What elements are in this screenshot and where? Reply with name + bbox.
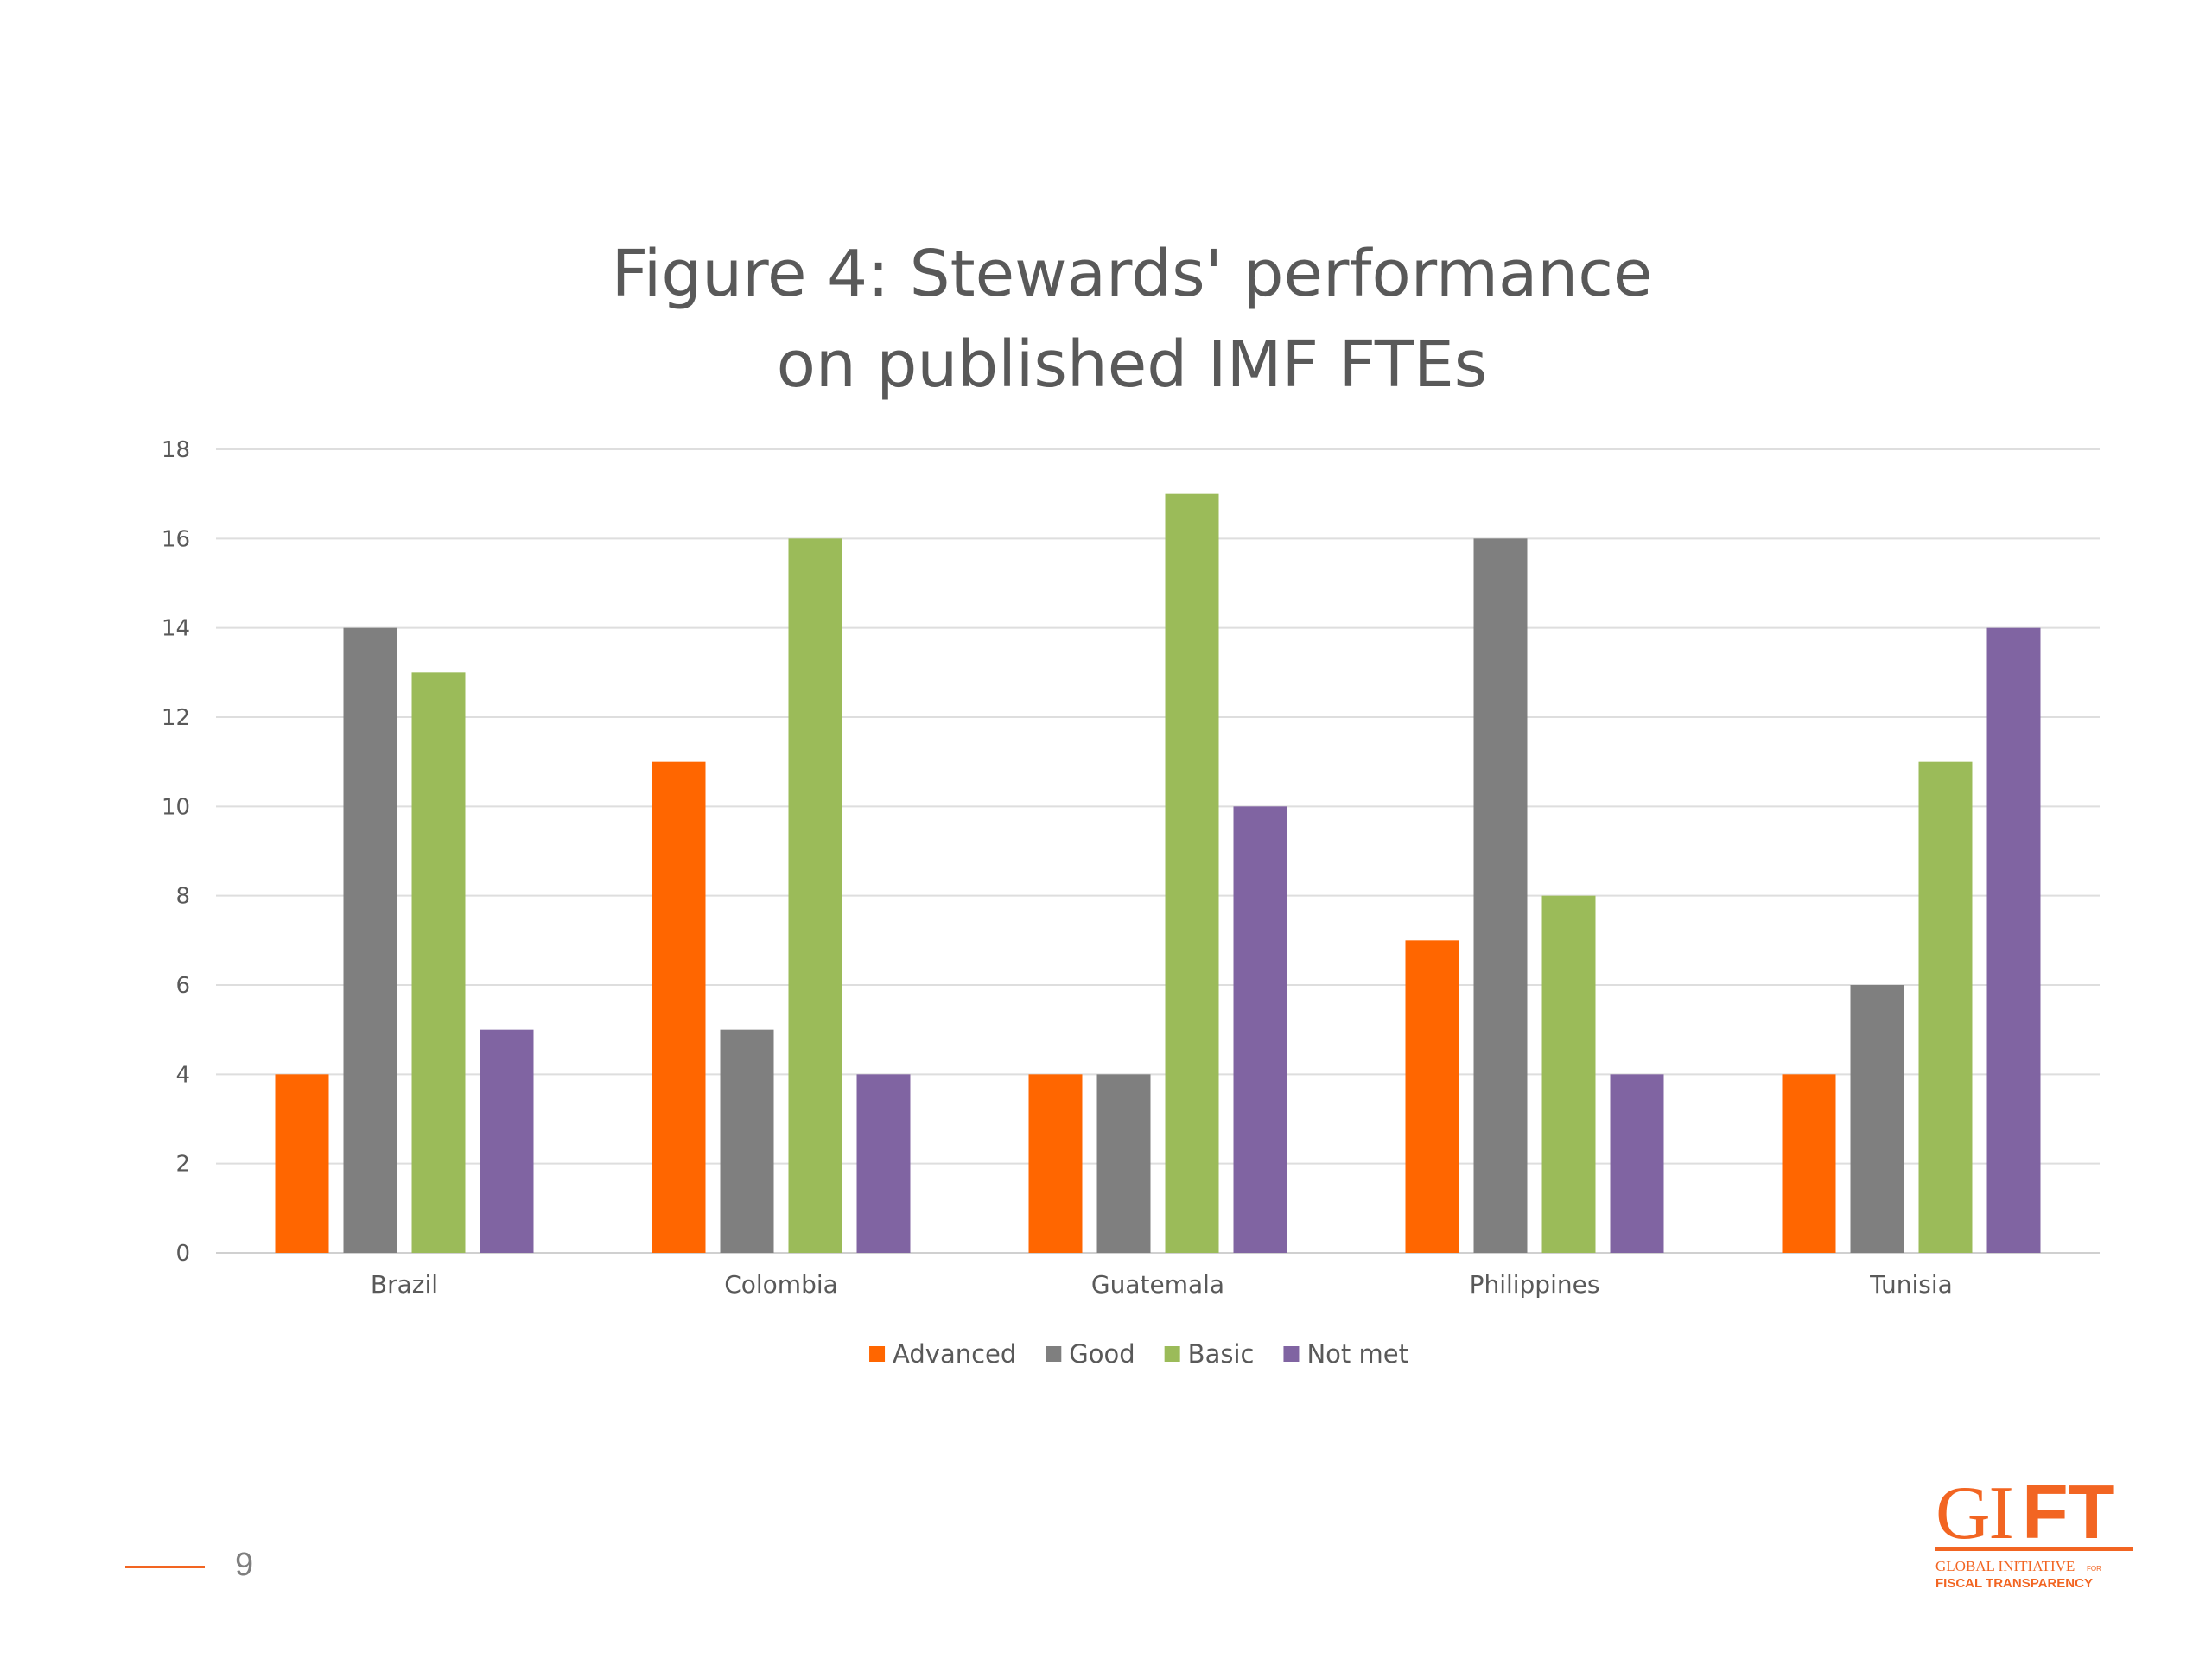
- y-axis-ticks: 0 2 4 6 8 10 12 14 16 18: [162, 437, 190, 1267]
- legend-item-not-met: Not met: [1283, 1339, 1408, 1369]
- bar-advanced-brazil: [275, 1074, 329, 1253]
- bar-not-met-brazil: [480, 1029, 534, 1253]
- y-tick-label: 4: [175, 1062, 190, 1088]
- legend-label: Not met: [1306, 1339, 1408, 1369]
- legend-swatch: [1046, 1346, 1062, 1362]
- page-number: 9: [235, 1547, 254, 1583]
- bar-advanced-tunisia: [1782, 1074, 1836, 1253]
- x-category-label: Guatemala: [1091, 1270, 1224, 1299]
- svg-text:FISCAL TRANSPARENCY: FISCAL TRANSPARENCY: [1936, 1576, 2093, 1591]
- legend-item-basic: Basic: [1164, 1339, 1255, 1369]
- legend-swatch: [869, 1346, 886, 1362]
- x-category-label: Colombia: [724, 1270, 838, 1299]
- x-category-label: Brazil: [371, 1270, 438, 1299]
- y-tick-label: 10: [162, 794, 190, 820]
- y-tick-label: 0: [175, 1241, 190, 1267]
- bar-not-met-guatemala: [1233, 806, 1287, 1253]
- y-tick-label: 2: [175, 1152, 190, 1178]
- bar-good-tunisia: [1850, 985, 1904, 1253]
- svg-text:FT: FT: [2022, 1469, 2115, 1554]
- gift-logo: GI FT GLOBAL INITIATIVE FOR FISCAL TRANS…: [1936, 1469, 2133, 1591]
- bar-advanced-philippines: [1405, 940, 1459, 1253]
- legend-item-advanced: Advanced: [869, 1339, 1016, 1369]
- bar-basic-colombia: [788, 538, 842, 1253]
- legend-label: Advanced: [893, 1339, 1016, 1369]
- bar-basic-brazil: [411, 672, 466, 1253]
- y-tick-label: 16: [162, 526, 190, 552]
- legend-label: Good: [1069, 1339, 1135, 1369]
- bar-good-guatemala: [1096, 1074, 1151, 1253]
- bar-basic-philippines: [1541, 895, 1596, 1253]
- bar-good-philippines: [1473, 538, 1528, 1253]
- bar-not-met-philippines: [1610, 1074, 1664, 1253]
- bar-basic-guatemala: [1165, 493, 1219, 1253]
- y-tick-label: 6: [175, 973, 190, 999]
- bar-advanced-guatemala: [1028, 1074, 1083, 1253]
- page-number-rule: [125, 1566, 205, 1568]
- bars: [275, 493, 2041, 1253]
- x-category-label: Tunisia: [1869, 1270, 1953, 1299]
- bar-not-met-colombia: [856, 1074, 911, 1253]
- legend-item-good: Good: [1046, 1339, 1135, 1369]
- x-category-label: Philippines: [1470, 1270, 1600, 1299]
- y-tick-label: 12: [162, 705, 190, 731]
- bar-advanced-colombia: [652, 761, 706, 1253]
- bar-not-met-tunisia: [1986, 627, 2041, 1253]
- svg-text:GI: GI: [1936, 1471, 2012, 1555]
- svg-text:FOR: FOR: [2087, 1565, 2101, 1573]
- legend: Advanced Good Basic Not met: [869, 1339, 1408, 1369]
- chart-title-line-1: Figure 4: Stewards' performance: [612, 237, 1653, 311]
- legend-swatch: [1164, 1346, 1180, 1362]
- y-tick-label: 14: [162, 616, 190, 642]
- chart-title-line-2: on published IMF FTEs: [777, 327, 1488, 402]
- bar-basic-tunisia: [1918, 761, 1973, 1253]
- svg-text:GLOBAL INITIATIVE: GLOBAL INITIATIVE: [1936, 1558, 2075, 1574]
- x-axis-categories: Brazil Colombia Guatemala Philippines Tunisi…: [371, 1270, 1953, 1299]
- y-tick-label: 8: [175, 884, 190, 910]
- legend-label: Basic: [1188, 1339, 1255, 1369]
- bar-good-colombia: [720, 1029, 774, 1253]
- y-tick-label: 18: [162, 437, 190, 463]
- bar-good-brazil: [343, 627, 397, 1253]
- legend-swatch: [1283, 1346, 1300, 1362]
